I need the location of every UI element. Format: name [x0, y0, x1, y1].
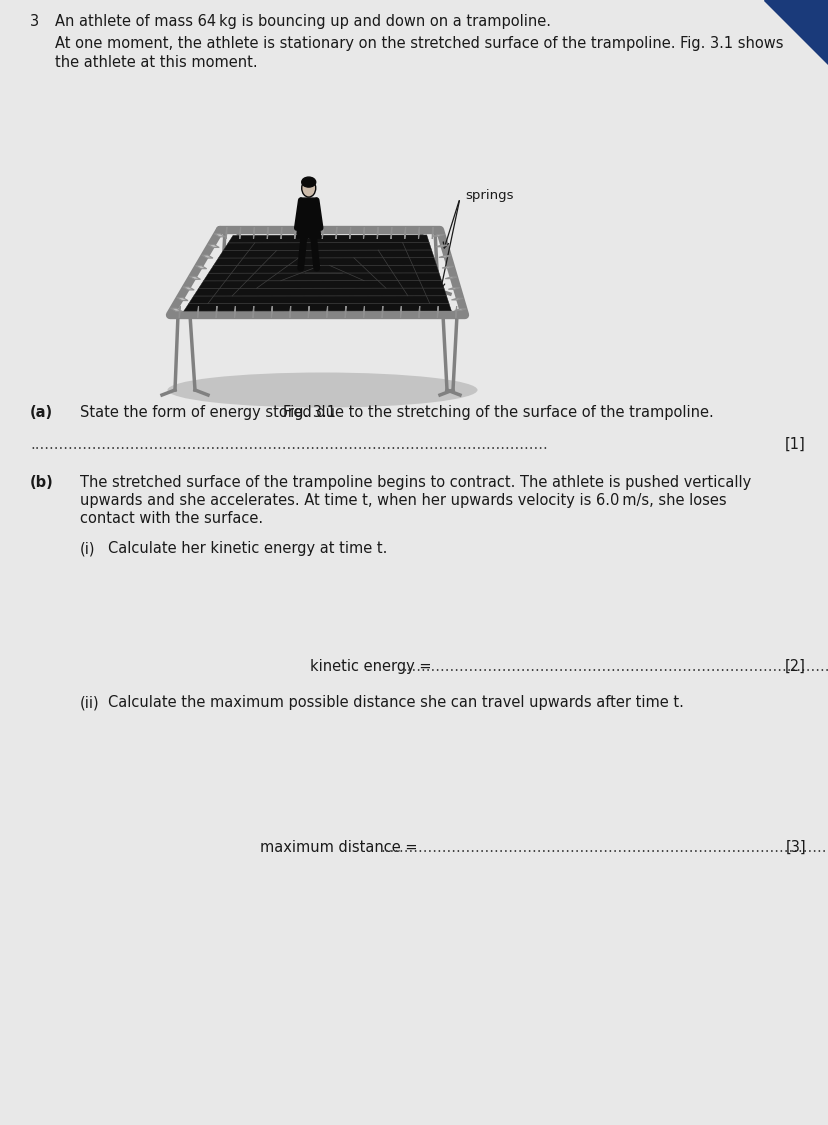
Ellipse shape: [301, 177, 315, 187]
Polygon shape: [179, 306, 180, 318]
Text: [3]: [3]: [784, 840, 805, 855]
Text: The stretched surface of the trampoline begins to contract. The athlete is pushe: The stretched surface of the trampoline …: [80, 475, 750, 490]
Text: ................................................................................: ........................................…: [379, 840, 828, 855]
Polygon shape: [454, 309, 466, 310]
Text: Fig. 3.1: Fig. 3.1: [283, 405, 336, 420]
Polygon shape: [418, 306, 419, 318]
Text: (ii): (ii): [80, 695, 99, 710]
Text: Calculate her kinetic energy at time t.: Calculate her kinetic energy at time t.: [108, 541, 387, 556]
Polygon shape: [216, 306, 217, 318]
Polygon shape: [296, 198, 320, 238]
Text: upwards and she accelerates. At time t, when her upwards velocity is 6.0 m/s, sh: upwards and she accelerates. At time t, …: [80, 493, 726, 508]
Polygon shape: [208, 244, 219, 248]
Ellipse shape: [301, 179, 315, 197]
Polygon shape: [189, 277, 200, 279]
Polygon shape: [183, 235, 451, 312]
Polygon shape: [432, 234, 444, 236]
Text: 3: 3: [30, 14, 39, 29]
Polygon shape: [322, 227, 323, 238]
Polygon shape: [214, 234, 225, 237]
Polygon shape: [349, 227, 350, 238]
Text: (b): (b): [30, 475, 54, 490]
Polygon shape: [448, 288, 460, 289]
Polygon shape: [171, 308, 181, 312]
Polygon shape: [377, 227, 378, 238]
Text: Calculate the maximum possible distance she can travel upwards after time t.: Calculate the maximum possible distance …: [108, 695, 683, 710]
Polygon shape: [441, 267, 453, 268]
Polygon shape: [197, 306, 198, 318]
Polygon shape: [234, 306, 235, 318]
Polygon shape: [763, 0, 828, 65]
Polygon shape: [253, 227, 254, 238]
Polygon shape: [437, 306, 438, 318]
Text: [1]: [1]: [784, 436, 805, 452]
Text: ................................................................................: ........................................…: [30, 436, 547, 452]
Polygon shape: [308, 306, 309, 318]
Text: kinetic energy =: kinetic energy =: [310, 659, 436, 674]
Polygon shape: [344, 306, 345, 318]
Polygon shape: [436, 245, 447, 246]
Polygon shape: [239, 227, 240, 238]
Polygon shape: [363, 227, 364, 238]
Polygon shape: [183, 287, 194, 290]
Polygon shape: [391, 227, 392, 238]
Polygon shape: [451, 298, 463, 300]
Text: State the form of energy stored due to the stretching of the surface of the tram: State the form of energy stored due to t…: [80, 405, 713, 420]
Polygon shape: [271, 306, 272, 318]
Text: springs: springs: [465, 189, 513, 201]
Polygon shape: [335, 227, 336, 238]
Text: the athlete at this moment.: the athlete at this moment.: [55, 55, 258, 70]
Polygon shape: [290, 306, 291, 318]
Polygon shape: [404, 227, 405, 238]
Polygon shape: [438, 255, 450, 258]
Polygon shape: [363, 306, 364, 318]
Polygon shape: [226, 227, 227, 238]
Polygon shape: [418, 227, 419, 238]
Text: contact with the surface.: contact with the surface.: [80, 511, 262, 526]
Polygon shape: [400, 306, 401, 318]
Polygon shape: [281, 227, 282, 238]
Text: At one moment, the athlete is stationary on the stretched surface of the trampol: At one moment, the athlete is stationary…: [55, 36, 782, 51]
Text: maximum distance =: maximum distance =: [260, 840, 421, 855]
Polygon shape: [308, 227, 309, 238]
Text: [2]: [2]: [784, 659, 805, 674]
Polygon shape: [195, 266, 206, 269]
Polygon shape: [201, 255, 213, 258]
Polygon shape: [295, 227, 296, 238]
Polygon shape: [431, 227, 432, 238]
Text: ................................................................................: ........................................…: [402, 659, 828, 674]
Text: (i): (i): [80, 541, 95, 556]
Polygon shape: [176, 297, 188, 300]
Polygon shape: [455, 306, 456, 318]
Polygon shape: [382, 306, 383, 318]
Polygon shape: [445, 277, 456, 279]
Ellipse shape: [167, 372, 477, 407]
Text: (a): (a): [30, 405, 53, 420]
Polygon shape: [326, 306, 327, 318]
Text: An athlete of mass 64 kg is bouncing up and down on a trampoline.: An athlete of mass 64 kg is bouncing up …: [55, 14, 551, 29]
